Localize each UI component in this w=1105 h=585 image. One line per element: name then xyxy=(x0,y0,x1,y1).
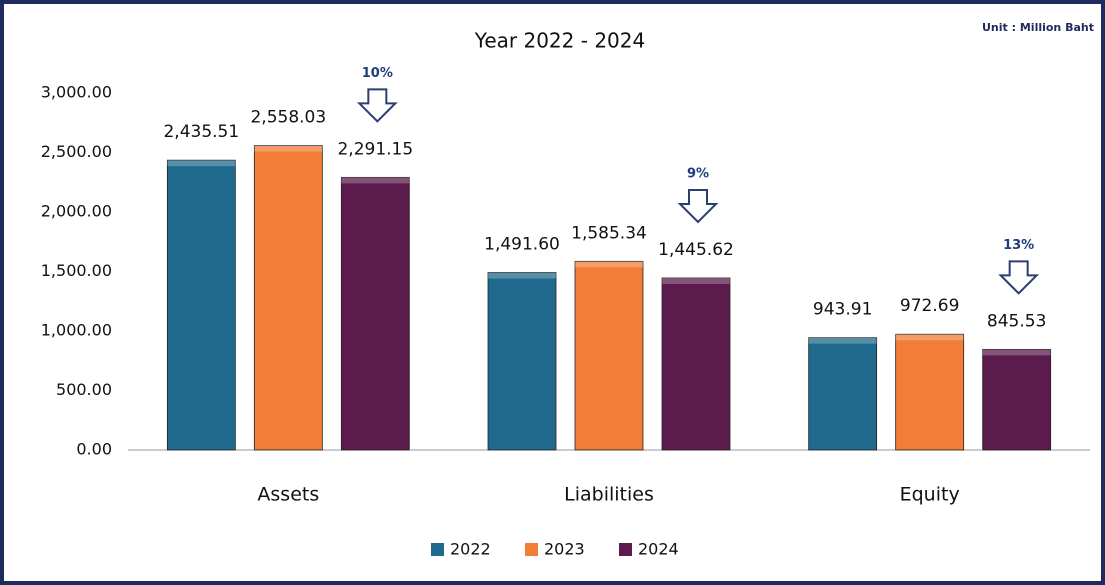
annotation: 10% xyxy=(362,66,393,81)
value-label: 1,445.62 xyxy=(658,240,734,260)
value-label: 2,291.15 xyxy=(337,139,413,159)
bar-top xyxy=(575,261,643,268)
bar xyxy=(895,333,965,451)
legend-swatch xyxy=(619,543,632,556)
bar xyxy=(808,337,878,451)
legend-label: 2023 xyxy=(544,540,585,559)
x-tick-label: Equity xyxy=(900,484,960,506)
chart-title: Year 2022 - 2024 xyxy=(474,29,645,53)
down-arrow xyxy=(356,88,398,123)
y-tick-label: 2,000.00 xyxy=(41,202,112,221)
bar xyxy=(253,145,323,451)
bar xyxy=(487,272,557,451)
y-tick-label: 0.00 xyxy=(76,440,112,459)
y-tick-label: 2,500.00 xyxy=(41,142,112,161)
bar xyxy=(340,176,410,451)
legend-label: 2024 xyxy=(638,540,679,559)
bar-top xyxy=(341,177,410,184)
bar xyxy=(661,277,731,451)
value-label: 943.91 xyxy=(813,300,872,320)
bar-top xyxy=(167,160,236,167)
x-tick-label: Liabilities xyxy=(564,484,654,506)
y-tick-label: 1,000.00 xyxy=(41,321,112,340)
unit-label: Unit : Million Baht xyxy=(982,21,1094,34)
bar-top xyxy=(808,337,877,344)
bar-top xyxy=(982,349,1051,356)
y-tick-label: 500.00 xyxy=(56,380,112,399)
value-label: 2,435.51 xyxy=(163,122,239,142)
down-arrow xyxy=(998,260,1040,295)
value-label: 1,585.34 xyxy=(571,223,647,243)
bar xyxy=(166,159,236,451)
bar-top xyxy=(254,145,323,152)
x-tick-label: Assets xyxy=(257,484,319,506)
bar-top xyxy=(895,334,964,341)
value-label: 845.53 xyxy=(987,311,1046,331)
bar xyxy=(982,348,1052,451)
value-label: 2,558.03 xyxy=(250,108,326,128)
bar-top xyxy=(488,272,556,279)
legend-swatch xyxy=(525,543,538,556)
legend-label: 2022 xyxy=(450,540,491,559)
value-label: 972.69 xyxy=(900,296,959,316)
legend-swatch xyxy=(431,543,444,556)
down-arrow xyxy=(677,188,719,224)
value-label: 1,491.60 xyxy=(484,234,560,254)
bar-top xyxy=(662,277,730,284)
annotation: 13% xyxy=(1003,238,1034,253)
bar xyxy=(574,260,644,451)
y-tick-label: 3,000.00 xyxy=(41,83,112,102)
y-tick-label: 1,500.00 xyxy=(41,261,112,280)
annotation: 9% xyxy=(687,166,709,181)
